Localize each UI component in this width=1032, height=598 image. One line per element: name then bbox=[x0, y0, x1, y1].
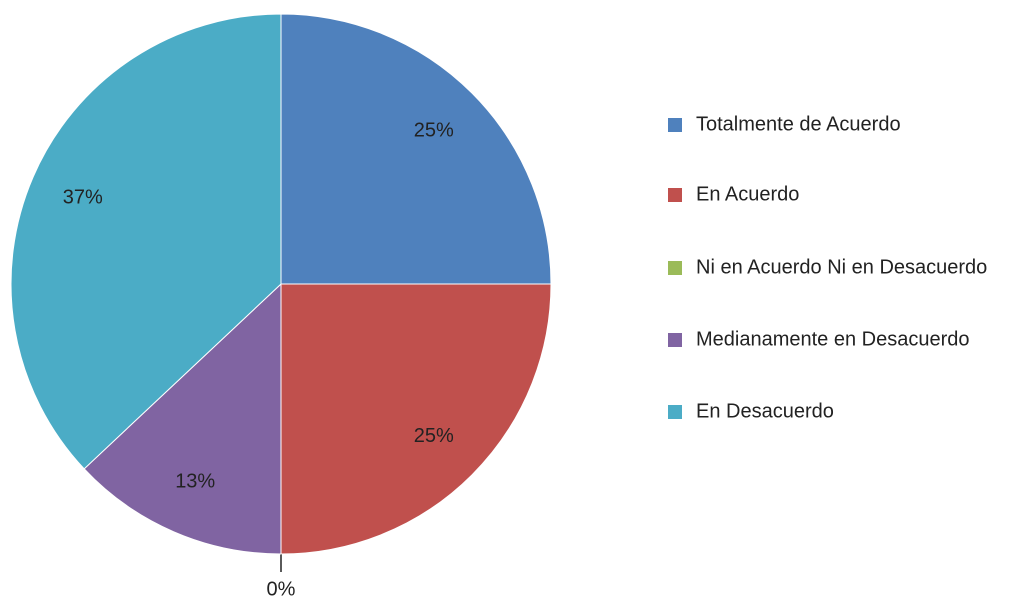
pie-slice bbox=[280, 283, 552, 555]
pie-slice bbox=[10, 13, 282, 470]
legend-label: En Desacuerdo bbox=[696, 400, 834, 422]
legend-swatch bbox=[668, 188, 682, 202]
data-label: 13% bbox=[175, 471, 215, 493]
legend-swatch bbox=[668, 333, 682, 347]
legend-label: Medianamente en Desacuerdo bbox=[696, 328, 970, 350]
legend-swatch bbox=[668, 118, 682, 132]
legend-label: Ni en Acuerdo Ni en Desacuerdo bbox=[696, 256, 987, 278]
data-label: 0% bbox=[267, 578, 296, 598]
legend-swatch bbox=[668, 405, 682, 419]
legend-label: En Acuerdo bbox=[696, 183, 799, 205]
legend-swatch bbox=[668, 261, 682, 275]
pie-slice bbox=[83, 282, 282, 555]
legend-label: Totalmente de Acuerdo bbox=[696, 113, 901, 135]
data-label: 25% bbox=[414, 120, 454, 142]
data-label: 25% bbox=[414, 425, 454, 447]
pie-slice bbox=[280, 13, 552, 285]
data-label: 37% bbox=[63, 186, 103, 208]
